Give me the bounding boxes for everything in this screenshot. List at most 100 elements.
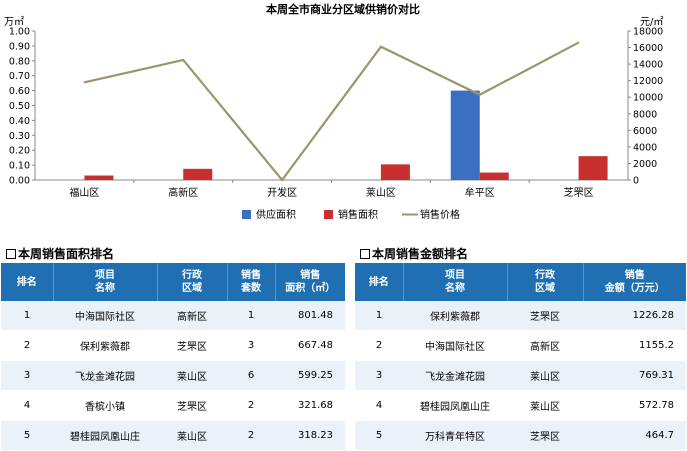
- left-tick-label: 0.10: [9, 161, 30, 172]
- table-cell: 318.23: [275, 420, 345, 451]
- table-cell: 3: [355, 360, 403, 391]
- table-cell: 保利紫薇郡: [403, 301, 507, 331]
- table-cell: 2: [355, 330, 403, 361]
- point-sales-price: [380, 45, 382, 48]
- table-row: 3 飞龙金滩花园 莱山区 6 599.25: [1, 360, 345, 391]
- right-tick-label: 16000: [633, 43, 663, 54]
- table-cell: 万科青年特区: [403, 420, 507, 451]
- table-cell: 1155.2: [583, 330, 686, 361]
- legend-label-price: 销售价格: [420, 208, 460, 221]
- table-cell: 香槟小镇: [53, 390, 157, 421]
- bar-sales: [578, 156, 608, 180]
- table-cell: 飞龙金滩花园: [53, 360, 157, 391]
- table-row: 3 飞龙金滩花园 莱山区 769.31: [355, 360, 686, 391]
- table-cell: 2: [227, 390, 275, 421]
- table-cell: 5: [1, 420, 53, 451]
- point-sales-price: [182, 59, 185, 61]
- left-tick-label: 0.80: [9, 56, 30, 67]
- column-header: 排名: [1, 263, 54, 301]
- column-header: 行政 区域: [157, 263, 228, 301]
- bar-sales: [84, 175, 114, 180]
- table-cell: 碧桂园凤凰山庄: [53, 420, 157, 451]
- column-header: 排名: [355, 263, 404, 301]
- right-tick-label: 0: [633, 176, 639, 187]
- table-cell: 321.68: [275, 390, 345, 421]
- right-tick-label: 10000: [633, 93, 663, 104]
- table-cell: 1: [355, 301, 403, 331]
- table-cell: 芝罘区: [507, 301, 583, 331]
- table-cell: 6: [227, 360, 275, 391]
- legend-swatch-sales: [324, 210, 333, 219]
- table-cell: 464.7: [583, 420, 686, 451]
- table-cell: 芝罘区: [157, 390, 227, 421]
- bar-sales: [380, 164, 410, 180]
- legend-swatch-supply: [242, 210, 251, 219]
- area-ranking-title: 本周销售面积排名: [6, 245, 114, 262]
- left-tick-label: 0.40: [9, 116, 30, 127]
- table-cell: 中海国际社区: [53, 301, 157, 331]
- column-header: 项目 名称: [403, 263, 508, 301]
- square-bullet-icon: [360, 249, 370, 259]
- table-cell: 4: [355, 390, 403, 421]
- table-row: 5 万科青年特区 芝罘区 464.7: [355, 420, 686, 451]
- area-ranking-table: 排名 项目 名称 行政 区域 销售 套数 销售 面积（㎡） 1 中海国际社区 高新区 1 801.48 2…: [1, 263, 345, 451]
- table-row: 4 香槟小镇 芝罘区 2 321.68: [1, 390, 345, 421]
- table-cell: 莱山区: [507, 360, 583, 391]
- column-header: 销售 面积（㎡）: [275, 263, 345, 301]
- table-cell: 芝罘区: [157, 330, 227, 361]
- amount-ranking-table: 排名 项目 名称 行政 区域 销售 金额（万元） 1 保利紫薇郡 芝罘区 1226.28 2 中海国际…: [355, 263, 686, 451]
- right-tick-label: 6000: [633, 126, 657, 137]
- x-tick-label: 开发区: [267, 186, 297, 199]
- bar-supply: [450, 90, 480, 180]
- table-cell: 2: [227, 420, 275, 451]
- right-tick-label: 14000: [633, 60, 663, 71]
- left-tick-label: 0.20: [9, 146, 30, 157]
- table-cell: 5: [355, 420, 403, 451]
- left-tick-label: 0.90: [9, 41, 30, 52]
- x-tick-label: 福山区: [69, 186, 99, 199]
- bar-sales: [479, 172, 509, 180]
- table-cell: 1: [1, 301, 53, 331]
- x-tick-label: 莱山区: [366, 187, 396, 199]
- table-cell: 667.48: [275, 330, 345, 361]
- table-cell: 碧桂园凤凰山庄: [403, 390, 507, 421]
- point-sales-price: [83, 81, 86, 84]
- table-cell: 高新区: [157, 301, 227, 331]
- right-tick-label: 18000: [633, 27, 663, 38]
- table-row: 5 碧桂园凤凰山庄 莱山区 2 318.23: [1, 420, 345, 451]
- column-header: 销售 金额（万元）: [583, 263, 686, 301]
- bar-sales: [183, 168, 213, 180]
- table-row: 1 中海国际社区 高新区 1 801.48: [1, 301, 345, 331]
- table-header-row: 排名 项目 名称 行政 区域 销售 套数 销售 面积（㎡）: [1, 263, 345, 301]
- table-cell: 3: [1, 360, 53, 391]
- table-cell: 莱山区: [157, 360, 227, 391]
- legend-label-supply: 供应面积: [256, 208, 296, 221]
- amount-ranking-title: 本周销售金额排名: [360, 245, 468, 262]
- table-header-row: 排名 项目 名称 行政 区域 销售 金额（万元）: [355, 263, 686, 301]
- right-tick-label: 2000: [633, 159, 657, 170]
- square-bullet-icon: [6, 249, 16, 259]
- left-tick-label: 0.60: [9, 86, 30, 97]
- column-header: 销售 套数: [227, 263, 276, 301]
- column-header: 行政 区域: [507, 263, 584, 301]
- table-cell: 飞龙金滩花园: [403, 360, 507, 391]
- x-tick-label: 牟平区: [465, 186, 495, 199]
- table-cell: 芝罘区: [507, 420, 583, 451]
- table-cell: 1226.28: [583, 301, 686, 331]
- table-cell: 572.78: [583, 390, 686, 421]
- left-tick-label: 0.70: [9, 71, 30, 82]
- left-tick-label: 1.00: [9, 27, 30, 38]
- left-axis-unit: 万㎡: [4, 16, 24, 28]
- point-sales-price: [281, 179, 283, 181]
- left-tick-label: 0.50: [9, 101, 30, 112]
- table-cell: 中海国际社区: [403, 330, 507, 361]
- table-row: 4 碧桂园凤凰山庄 莱山区 572.78: [355, 390, 686, 421]
- table-cell: 莱山区: [507, 390, 583, 421]
- chart-title: 本周全市商业分区域供销价对比: [266, 2, 420, 16]
- right-tick-label: 8000: [633, 109, 657, 120]
- line-sales-price: [84, 41, 580, 182]
- table-cell: 4: [1, 390, 53, 421]
- x-tick-label: 芝罘区: [564, 186, 594, 199]
- x-tick-label: 高新区: [168, 186, 198, 199]
